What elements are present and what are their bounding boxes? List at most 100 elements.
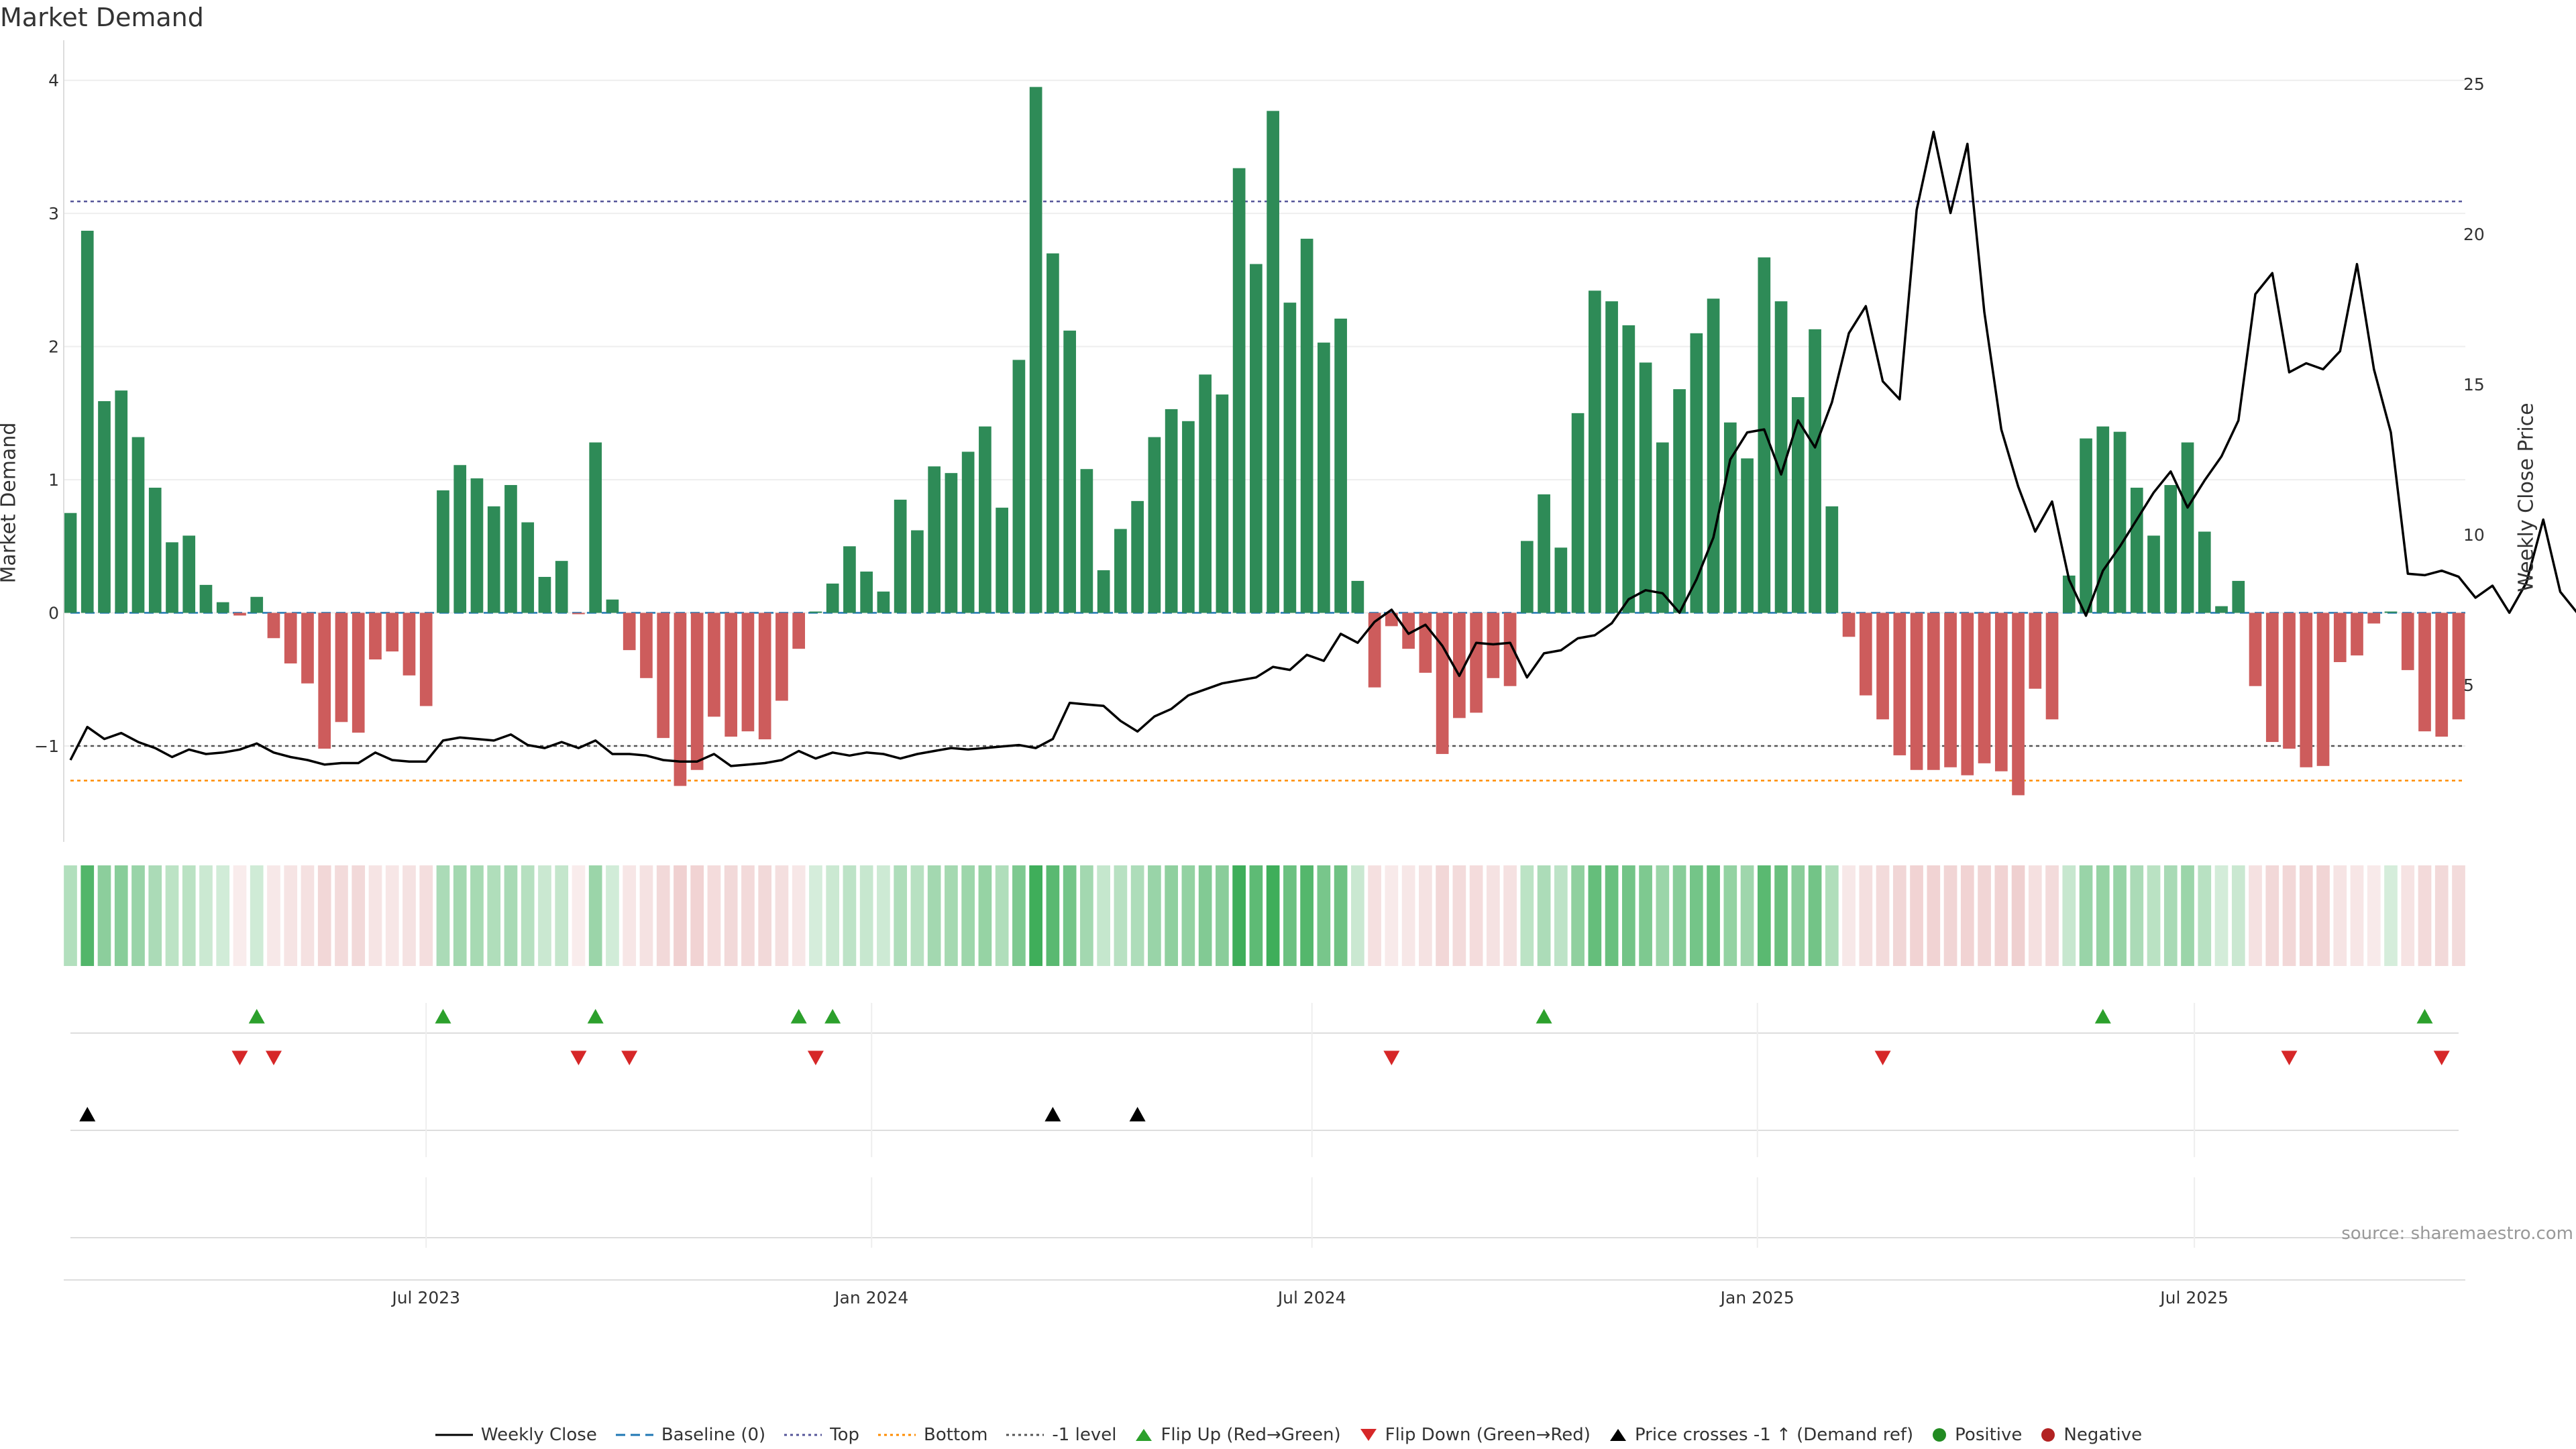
legend-item-price-cross: Price crosses -1 ↑ (Demand ref) (1608, 1425, 1913, 1445)
demand-bar (419, 612, 433, 706)
demand-bar (724, 612, 738, 737)
demand-heat-strip (64, 865, 2465, 966)
y-tick-label: 1 (48, 470, 59, 490)
demand-bar (657, 612, 670, 739)
heat-cell (80, 865, 95, 966)
legend-label: Weekly Close (480, 1425, 597, 1445)
heat-cell (1012, 865, 1026, 966)
y2-tick-label: 5 (2463, 676, 2474, 695)
heat-cell (114, 865, 128, 966)
heat-cell (2367, 865, 2381, 966)
heat-cell (1910, 865, 1923, 966)
heat-cell (2113, 865, 2127, 966)
y-tick-label: 4 (48, 71, 59, 91)
heat-cell (2011, 865, 2025, 966)
heat-cell (1621, 865, 1635, 966)
triangle-up-black-icon (1609, 1429, 1626, 1441)
heat-cell (504, 865, 518, 966)
demand-bar (131, 437, 145, 613)
demand-bar (2113, 431, 2127, 613)
demand-bar (2147, 535, 2160, 613)
demand-bar (555, 561, 568, 613)
y2-tick-label: 15 (2463, 375, 2485, 394)
heat-cell (656, 865, 670, 966)
heat-cell (707, 865, 721, 966)
demand-bar (1656, 442, 1669, 613)
demand-bar (284, 612, 297, 663)
flip-up-marker (2416, 1009, 2433, 1024)
heat-cell (385, 865, 399, 966)
heat-cell (1960, 865, 1974, 966)
heat-cell (1656, 865, 1670, 966)
demand-bar (1690, 333, 1703, 613)
demand-bar (453, 465, 467, 613)
heat-cell (961, 865, 975, 966)
heat-cell (1351, 865, 1364, 966)
demand-bar (1673, 389, 1686, 613)
demand-bar (2283, 612, 2296, 749)
demand-bars (64, 87, 2465, 796)
demand-bar (1809, 329, 1821, 613)
demand-bar (1232, 168, 1246, 613)
demand-bar (2198, 531, 2211, 613)
demand-bar (1114, 529, 1127, 613)
heat-cell (894, 865, 908, 966)
legend-label: Price crosses -1 ↑ (Demand ref) (1634, 1425, 1914, 1445)
flip-down-marker (621, 1051, 638, 1065)
heat-cell (148, 865, 162, 966)
y-tick-label: 3 (48, 204, 59, 223)
flip-down-marker (2281, 1051, 2298, 1065)
flip-up-marker (1536, 1009, 1552, 1024)
legend-item-top: Top (783, 1425, 859, 1445)
heat-cell (1571, 865, 1585, 966)
demand-bar (2232, 580, 2245, 613)
heat-cell (1825, 865, 1839, 966)
demand-bar (826, 583, 839, 613)
heat-cell (1046, 865, 1060, 966)
heat-cell (995, 865, 1009, 966)
demand-bar (1419, 612, 1432, 673)
demand-bar (843, 546, 856, 613)
demand-bar (352, 612, 365, 733)
demand-bar (1250, 264, 1263, 613)
flip-up-marker (435, 1009, 451, 1024)
flip-up-marker (824, 1009, 841, 1024)
demand-bar (1453, 612, 1466, 718)
heat-cell (1774, 865, 1788, 966)
heat-cell (1842, 865, 1856, 966)
heat-cell (453, 865, 467, 966)
heat-cell (758, 865, 772, 966)
demand-bar (1554, 547, 1568, 613)
demand-bar (1842, 612, 1856, 637)
weekly-close-line (69, 130, 2576, 767)
demand-bar (1910, 612, 1923, 770)
heat-cell (1114, 865, 1128, 966)
heat-cell (775, 865, 789, 966)
heat-cell (352, 865, 366, 966)
demand-bar (1216, 394, 1229, 613)
demand-bar (1080, 469, 1093, 613)
heat-cell (1130, 865, 1144, 966)
demand-bar (1825, 506, 1839, 613)
demand-bar (115, 390, 128, 613)
demand-bar (233, 612, 246, 616)
y-axis-label-left: Market Demand (0, 422, 21, 584)
demand-bar (1097, 570, 1110, 613)
demand-bar (1758, 257, 1771, 613)
x-tick-label: Jul 2025 (2159, 1288, 2229, 1307)
heat-cell (284, 865, 298, 966)
demand-bar (1503, 612, 1517, 686)
demand-bar (2012, 612, 2025, 796)
demand-bar (1368, 612, 1381, 688)
heat-cell (2333, 865, 2347, 966)
heat-cell (2163, 865, 2178, 966)
heat-cell (724, 865, 738, 966)
heat-cell (606, 865, 619, 966)
legend-item-bottom: Bottom (877, 1425, 987, 1445)
demand-bar (2367, 612, 2381, 624)
demand-bar (267, 612, 280, 639)
demand-bar (148, 488, 162, 613)
y2-tick-label: 20 (2463, 225, 2485, 244)
heat-cell (2434, 865, 2449, 966)
demand-bar (2333, 612, 2347, 662)
